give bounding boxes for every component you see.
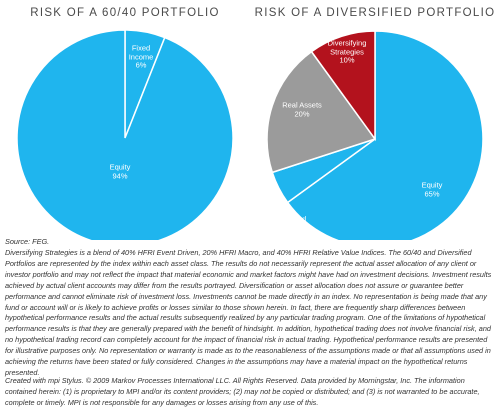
slice-value: 65% (424, 189, 440, 198)
pie-slice (286, 30, 484, 240)
slice-value: 6% (135, 60, 147, 70)
pie-slice (266, 50, 377, 174)
slice-value: 94% (112, 171, 128, 180)
slice-label: Diversifying Strategies 10% (321, 39, 373, 65)
slice-category: Diversifying Strategies (327, 38, 367, 56)
chart-title: RISK OF A 60/40 PORTFOLIO (30, 7, 220, 19)
charts: RISK OF A 60/40 PORTFOLIO RISK OF A DIVER… (16, 7, 496, 240)
slice-value: 20% (294, 109, 310, 118)
slice-label: Real Assets 20% (277, 100, 327, 119)
source: Source: FEG. (5, 237, 50, 246)
footer: Created with mpi Stylus. © 2009 Markov P… (5, 376, 480, 407)
slice-label: Fixed Income 6% (124, 44, 158, 70)
chart-title: RISK OF A DIVERSIFIED PORTFOLIO (255, 7, 496, 19)
slice-category: Fixed Income (128, 43, 154, 61)
slice-label: Equity 65% (412, 180, 452, 199)
notes: Diversifying Strategies is a blend of 40… (5, 248, 492, 377)
pie-slice (310, 30, 376, 142)
pie-slice (16, 29, 234, 240)
slice-label: Equity 94% (100, 162, 140, 181)
slice-category: Real Assets (282, 100, 322, 110)
slice-label: Fixed Income 5% (282, 215, 312, 241)
slice-category: Equity (109, 162, 131, 172)
slice-category: Equity (421, 180, 443, 190)
slice-value: 5% (291, 231, 303, 241)
slice-category: Fixed Income (284, 214, 310, 232)
slice-value: 10% (339, 55, 355, 65)
